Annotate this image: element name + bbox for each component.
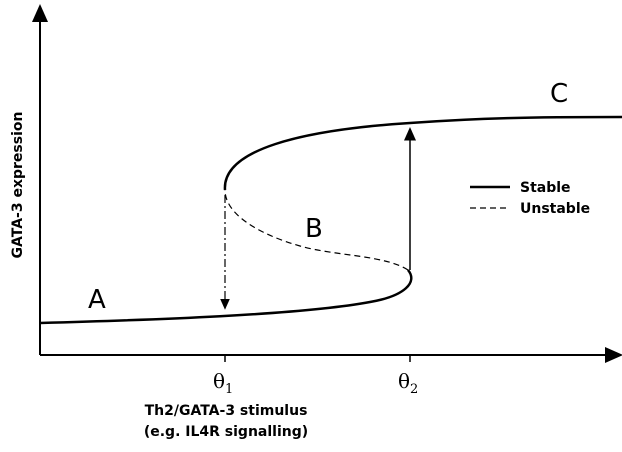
stable-upper-branch <box>223 115 622 191</box>
threshold-symbol: θ <box>213 369 225 393</box>
y-axis-label: GATA-3 expression <box>10 112 26 259</box>
branch-label: B <box>305 214 323 244</box>
branch-label: A <box>88 285 106 315</box>
legend-label: Unstable <box>520 201 590 217</box>
threshold-symbol: θ <box>398 369 410 393</box>
legend-label: Stable <box>520 180 571 196</box>
stable-lower-branch <box>39 269 413 325</box>
x-axis-label: (e.g. IL4R signalling) <box>144 424 308 440</box>
threshold-label: θ2 <box>398 369 418 397</box>
threshold-subscript: 1 <box>225 382 233 397</box>
unstable-branch <box>224 189 409 271</box>
branch-label: C <box>550 79 568 109</box>
threshold-subscript: 2 <box>410 382 418 397</box>
threshold-label: θ1 <box>213 369 233 397</box>
x-axis-label: Th2/GATA-3 stimulus <box>145 403 308 419</box>
